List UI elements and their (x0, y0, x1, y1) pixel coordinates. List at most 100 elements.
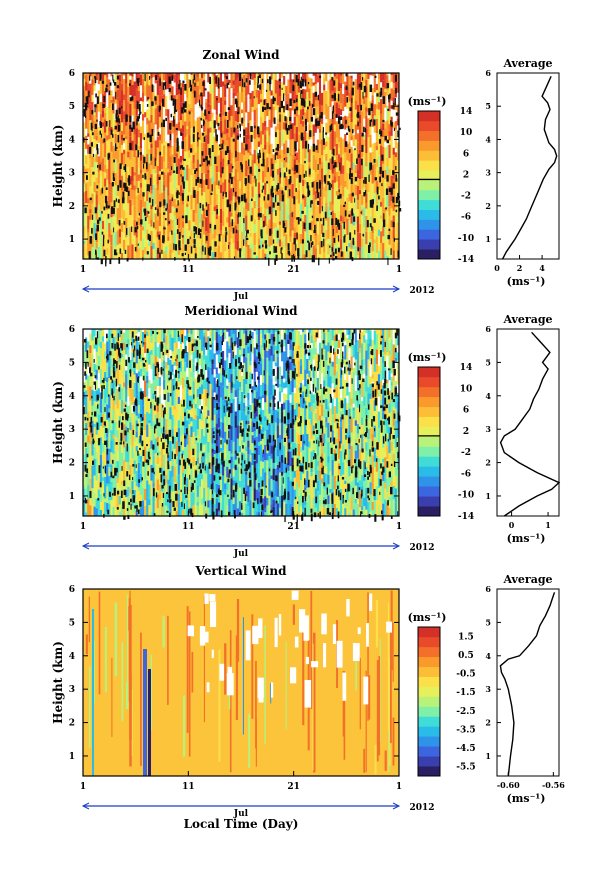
heatmap-cell (255, 81, 259, 90)
heatmap-cell (276, 244, 280, 259)
heatmap-cell (365, 251, 368, 255)
heatmap-cell (276, 80, 280, 91)
contour-mark (333, 165, 335, 169)
heatmap-cell (266, 82, 269, 100)
y-tick-label: 3 (69, 169, 75, 179)
contour-mark (364, 177, 367, 184)
heatmap-cell (234, 197, 238, 202)
heatmap-cell (247, 169, 250, 180)
heatmap-cell (207, 73, 210, 75)
heatmap-cell (169, 466, 172, 471)
heatmap-cell (207, 103, 210, 108)
heatmap-cell (373, 202, 377, 218)
heatmap-cell (101, 122, 105, 127)
contour-mark (340, 116, 343, 120)
heatmap-cell (375, 73, 379, 84)
heatmap-cell (194, 91, 198, 105)
heatmap-cell (120, 175, 124, 191)
contour-mark (208, 249, 211, 256)
heatmap-cell (163, 379, 166, 390)
heatmap-cell (312, 180, 316, 196)
heatmap-cell (365, 208, 368, 216)
heatmap-cell (91, 247, 94, 259)
heatmap-cell (95, 75, 99, 80)
contour-mark (180, 87, 182, 95)
contour-mark (151, 101, 154, 106)
heatmap-cell (123, 377, 126, 383)
heatmap-cell (148, 367, 151, 380)
heatmap-cell (137, 491, 141, 506)
heatmap-cell (253, 128, 257, 140)
heatmap-cell (226, 163, 229, 167)
heatmap-cell (120, 144, 124, 153)
heatmap-cell (211, 239, 214, 252)
heatmap-cell (188, 214, 191, 221)
heatmap-cell (125, 247, 128, 259)
heatmap-cell (192, 172, 195, 182)
contour-mark (287, 250, 290, 255)
contour-mark (89, 236, 92, 244)
heatmap-cell (154, 160, 158, 168)
heatmap-cell (232, 120, 235, 125)
heatmap-cell (200, 165, 204, 173)
heatmap-cell (154, 83, 158, 95)
heatmap-cell (158, 212, 162, 226)
heatmap-cell (83, 240, 86, 245)
heatmap-cell (268, 90, 271, 96)
heatmap-cell (175, 219, 179, 233)
heatmap-cell (188, 423, 191, 435)
heatmap-cell (382, 123, 385, 131)
heatmap-cell (190, 421, 193, 427)
heatmap-cell (184, 467, 187, 477)
contour-mark (275, 246, 278, 253)
heatmap-cell (196, 180, 200, 191)
heatmap-cell (196, 407, 200, 416)
contour-mark (286, 147, 289, 154)
colorbar-tick-label: 10 (460, 128, 473, 138)
heatmap-cell (264, 98, 267, 105)
heatmap-cell (342, 97, 345, 111)
heatmap-cell (156, 335, 160, 343)
contour-mark (112, 74, 114, 81)
heatmap-cell (241, 92, 244, 103)
heatmap-cell (89, 224, 92, 240)
heatmap-cell (382, 73, 385, 81)
heatmap-cell (110, 481, 113, 487)
heatmap-cell (127, 226, 130, 237)
contour-mark (232, 227, 235, 234)
heatmap-cell (335, 195, 339, 211)
heatmap-cell (179, 399, 183, 416)
heatmap-cell (194, 120, 198, 131)
heatmap-cell (388, 124, 391, 131)
heatmap-cell (310, 86, 313, 104)
heatmap-cell (388, 169, 391, 186)
heatmap-cell (382, 87, 385, 99)
heatmap-cell (342, 204, 345, 217)
heatmap-cell (83, 178, 86, 184)
heatmap-cell (386, 166, 389, 174)
heatmap-cell (285, 117, 288, 128)
heatmap-cell (154, 208, 158, 214)
heatmap-cell (150, 511, 153, 516)
heatmap-cell (125, 139, 128, 151)
heatmap-cell (335, 73, 339, 79)
heatmap-cell (186, 158, 189, 165)
heatmap-cell (123, 184, 126, 201)
heatmap-cell (323, 90, 326, 98)
contour-mark (397, 192, 399, 200)
heatmap-cell (205, 473, 208, 483)
heatmap-cell (184, 387, 187, 394)
heatmap-cell (207, 410, 210, 416)
contour-mark (178, 231, 181, 240)
heatmap-cell (154, 104, 158, 109)
heatmap-cell (192, 492, 195, 505)
heatmap-cell (361, 189, 364, 196)
heatmap-cell (224, 220, 227, 233)
heatmap-cell (209, 194, 212, 206)
contour-mark (260, 236, 263, 239)
heatmap-cell (148, 337, 151, 352)
heatmap-cell (87, 172, 90, 182)
heatmap-cell (179, 353, 183, 361)
heatmap-cell (95, 379, 99, 391)
heatmap-cell (236, 214, 240, 224)
